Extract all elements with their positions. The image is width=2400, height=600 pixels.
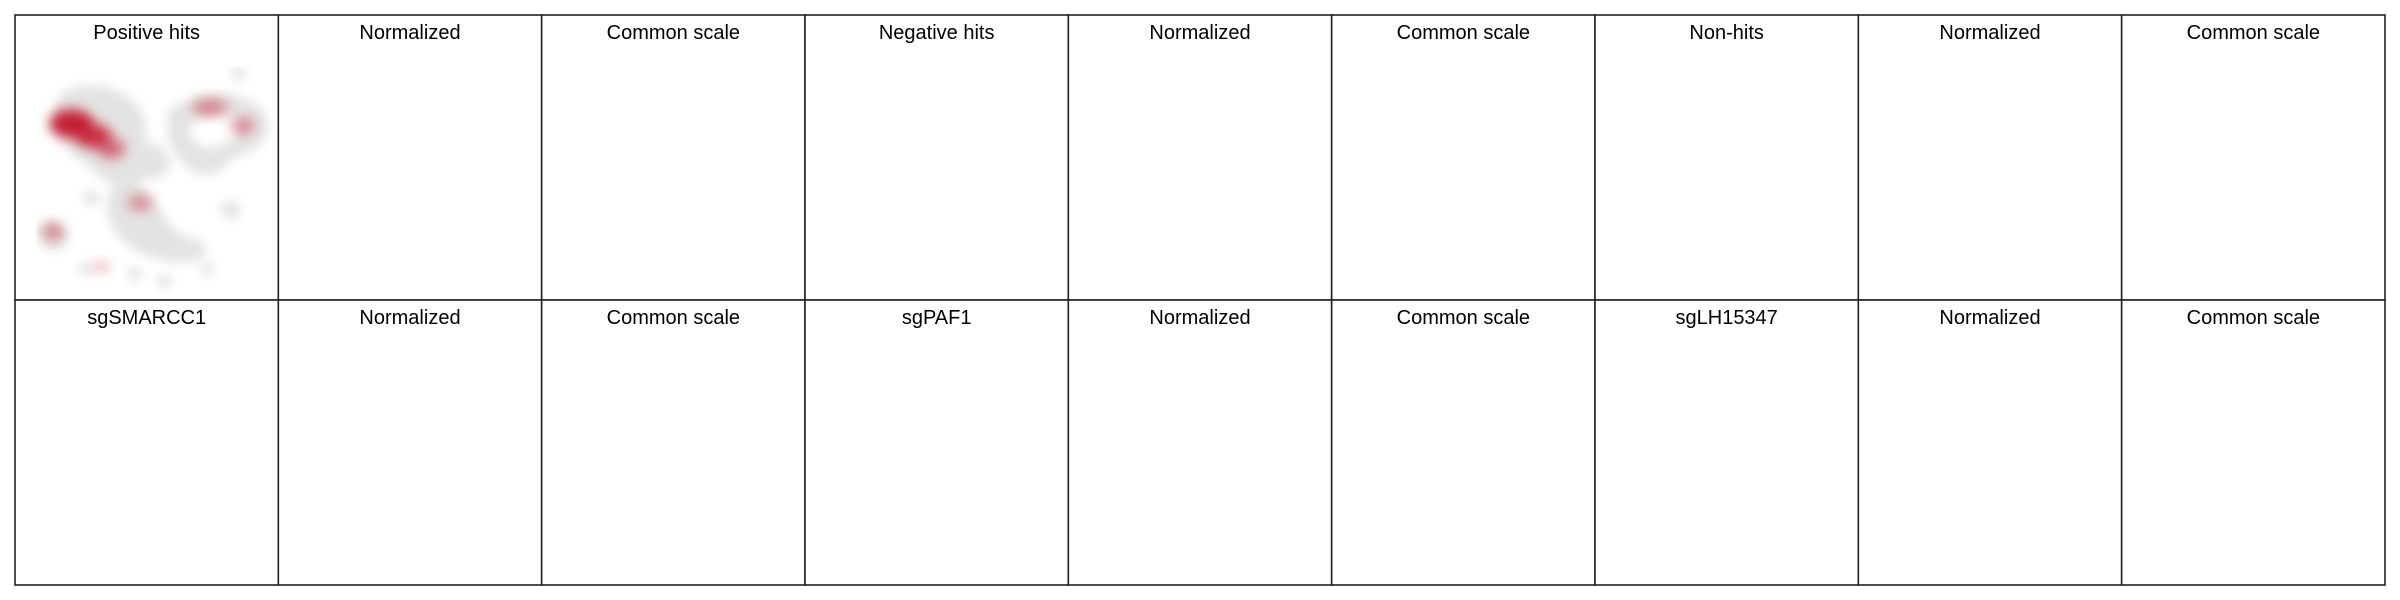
- panel-title: Common scale: [1397, 307, 1530, 329]
- panel-title: Non-hits: [1689, 22, 1763, 44]
- density-hotspot: [230, 117, 255, 135]
- density-hotspot: [191, 98, 229, 116]
- panel-frame: [1594, 299, 1860, 586]
- panel-r2-c5: Normalized: [1067, 299, 1333, 586]
- panel-title: Common scale: [607, 307, 740, 329]
- panel-r1-c8: Normalized: [1857, 14, 2123, 301]
- panel-title: Normalized: [1149, 307, 1250, 329]
- density-hotspot: [97, 138, 126, 159]
- panel-frame: [1857, 14, 2123, 301]
- panel-r2-c7: sgLH15347: [1594, 299, 1860, 586]
- panel-frame: [277, 299, 543, 586]
- panel-title: Normalized: [1149, 22, 1250, 44]
- density-hotspot: [127, 194, 152, 211]
- panel-frame: [14, 299, 280, 586]
- panel-frame: [277, 14, 543, 301]
- panel-r1-c3: Common scale: [540, 14, 806, 301]
- panel-title: Common scale: [607, 22, 740, 44]
- density-hotspot: [43, 223, 64, 240]
- panel-frame: [1067, 299, 1333, 586]
- panel-r2-c2: Normalized: [277, 299, 543, 586]
- panel-r2-c9: Common scale: [2120, 299, 2386, 586]
- panel-title: Normalized: [1939, 307, 2040, 329]
- panel-r2-c3: Common scale: [540, 299, 806, 586]
- panel-frame: [1594, 14, 1860, 301]
- panel-r2-c1: sgSMARCC1: [14, 299, 280, 586]
- panel-title: sgLH15347: [1676, 307, 1778, 329]
- panel-title: Normalized: [359, 307, 460, 329]
- panel-frame: [1857, 299, 2123, 586]
- panel-r1-c4: Negative hits: [804, 14, 1070, 301]
- panel-title: Common scale: [2187, 307, 2320, 329]
- panel-title: Negative hits: [879, 22, 995, 44]
- panel-r1-c7: Non-hits: [1594, 14, 1860, 301]
- panel-r1-c2: Normalized: [277, 14, 543, 301]
- panel-r2-c4: sgPAF1: [804, 299, 1070, 586]
- panel-frame: [1067, 14, 1333, 301]
- panel-r1-c9: Common scale: [2120, 14, 2386, 301]
- panel-frame: [804, 299, 1070, 586]
- panel-r1-c5: Normalized: [1067, 14, 1333, 301]
- panel-title: Common scale: [2187, 22, 2320, 44]
- panel-r2-c8: Normalized: [1857, 299, 2123, 586]
- panel-r1-c1: Positive hits: [14, 14, 280, 301]
- panel-frame: [1330, 14, 1596, 301]
- panel-title: Normalized: [1939, 22, 2040, 44]
- panel-grid: Positive hits Normalized Common scale Negat…: [14, 14, 2386, 586]
- panel-frame: [2120, 299, 2386, 586]
- panel-frame: [2120, 14, 2386, 301]
- panel-title: Positive hits: [93, 22, 200, 44]
- panel-frame: [1330, 299, 1596, 586]
- panel-title: Normalized: [359, 22, 460, 44]
- panel-title: Common scale: [1397, 22, 1530, 44]
- panel-r2-c6: Common scale: [1330, 299, 1596, 586]
- panel-r1-c6: Common scale: [1330, 14, 1596, 301]
- panel-frame: [540, 299, 806, 586]
- panel-frame: [540, 14, 806, 301]
- panel-frame: [804, 14, 1070, 301]
- density-hotspot: [93, 261, 110, 273]
- panel-title: sgSMARCC1: [87, 307, 206, 329]
- panel-title: sgPAF1: [902, 307, 972, 329]
- embedding-plot: [38, 67, 268, 288]
